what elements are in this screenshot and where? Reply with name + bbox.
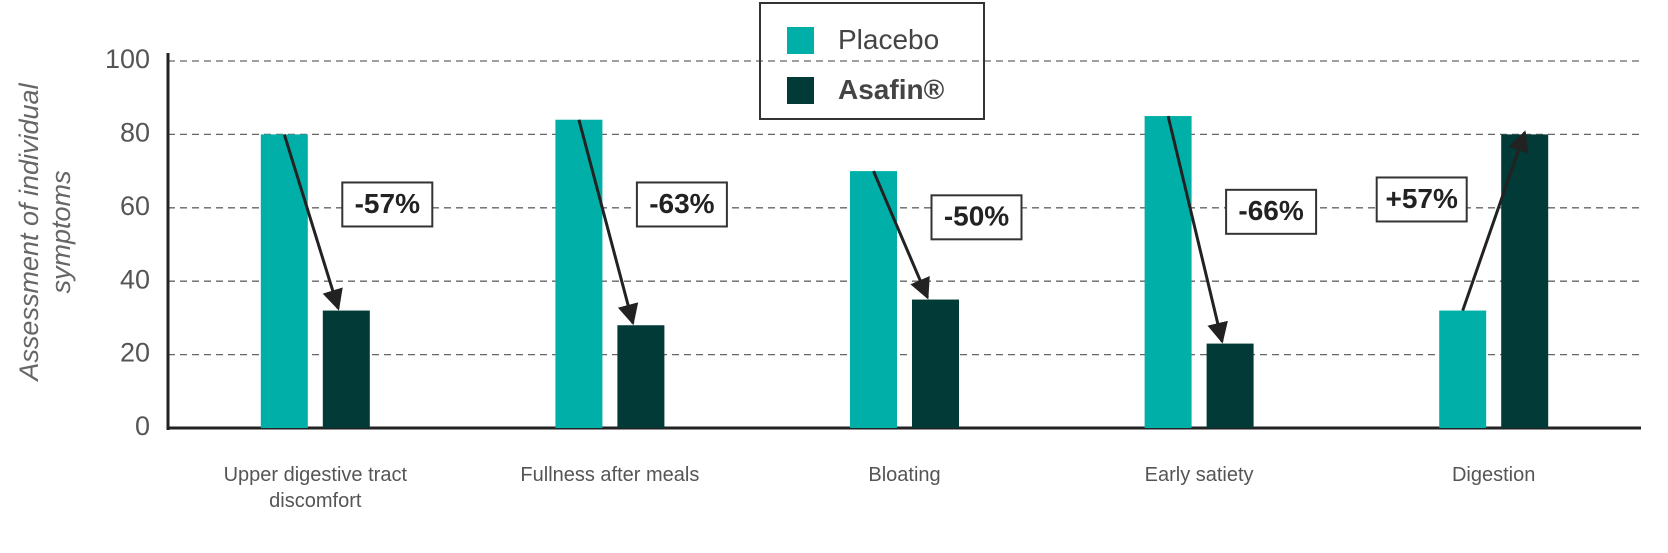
legend-label: Asafin® — [838, 74, 945, 105]
annotation-box — [930, 194, 1023, 241]
legend: Placebo Asafin® — [759, 2, 985, 120]
y-tick-label: 100 — [105, 44, 150, 74]
y-tick-label: 40 — [120, 264, 150, 294]
y-tick-label: 20 — [120, 338, 150, 368]
legend-swatch — [787, 26, 814, 54]
change-arrow — [872, 170, 930, 300]
legend-item: Placebo — [787, 24, 939, 56]
change-arrow — [1461, 130, 1529, 312]
x-tick-label: Bloating — [868, 464, 941, 486]
y-tick-label: 0 — [135, 411, 150, 441]
annotation: -66% — [1238, 195, 1303, 226]
x-tick-label: Digestion — [1451, 464, 1536, 486]
change-arrow — [577, 119, 639, 326]
annotation: -63% — [649, 188, 714, 219]
change-arrow — [282, 133, 343, 311]
annotation-box — [341, 181, 434, 228]
x-tick-label: Upper digestive tract discomfort — [223, 464, 407, 512]
bar — [555, 119, 603, 428]
bar — [260, 134, 308, 428]
x-tick-label: Fullness after meals — [520, 464, 700, 486]
annotation-box — [1225, 188, 1318, 235]
x-tick-label: Early satiety — [1144, 464, 1254, 486]
bar — [1439, 310, 1487, 428]
bar — [1144, 116, 1192, 429]
legend-swatch — [787, 76, 814, 104]
y-axis-label: Assessment of individual symptoms — [14, 83, 76, 381]
bar — [850, 171, 897, 428]
bar — [1501, 134, 1549, 428]
annotation: -57% — [355, 188, 420, 219]
bar — [1206, 343, 1254, 428]
legend-item: Asafin® — [787, 74, 944, 106]
bar — [617, 325, 665, 428]
annotation-box — [1375, 176, 1468, 223]
bar — [912, 299, 959, 428]
annotation-box — [635, 181, 728, 228]
y-tick-label: 80 — [120, 118, 150, 148]
legend-label: Placebo — [838, 24, 940, 55]
y-tick-label: 60 — [120, 191, 150, 221]
annotation: +57% — [1385, 183, 1457, 214]
bar — [322, 310, 370, 428]
annotation: -50% — [944, 201, 1009, 232]
change-arrow — [1166, 115, 1228, 344]
